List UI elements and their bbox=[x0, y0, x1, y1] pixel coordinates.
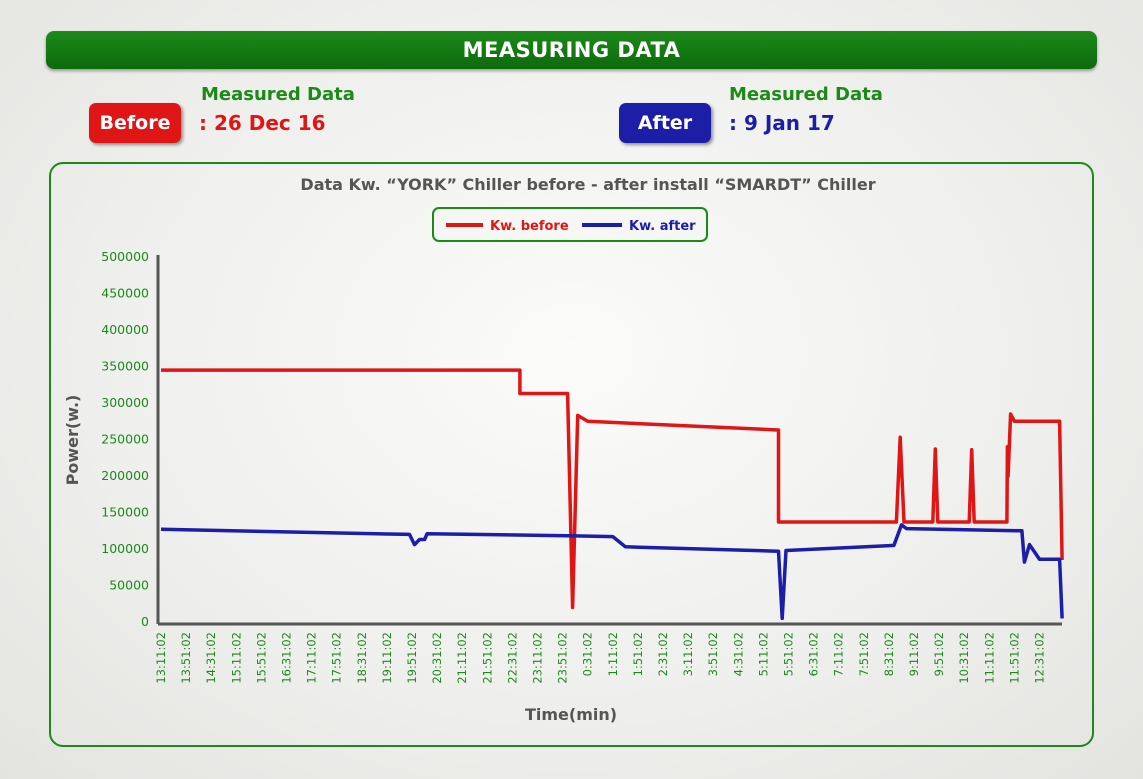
after-tag-label: After bbox=[637, 112, 693, 134]
after-measured-label: Measured Data bbox=[729, 84, 883, 105]
y-tick-label: 250000 bbox=[101, 432, 149, 447]
y-tick-label: 350000 bbox=[101, 359, 149, 374]
before-tag: Before bbox=[89, 103, 181, 143]
x-tick-label: 9:11:02 bbox=[907, 632, 921, 676]
x-tick-label: 16:31:02 bbox=[280, 632, 294, 684]
y-tick-label: 100000 bbox=[101, 541, 149, 556]
y-tick-label: 0 bbox=[141, 614, 149, 629]
x-tick-label: 13:11:02 bbox=[154, 632, 168, 684]
page-title-banner: MEASURING DATA bbox=[46, 31, 1097, 69]
after-date: : 9 Jan 17 bbox=[729, 111, 835, 135]
legend-box bbox=[432, 207, 708, 242]
x-tick-label: 1:51:02 bbox=[631, 632, 645, 676]
x-tick-label: 20:31:02 bbox=[430, 632, 444, 684]
y-tick-label: 150000 bbox=[101, 505, 149, 520]
chart-panel bbox=[49, 162, 1094, 747]
x-tick-label: 21:11:02 bbox=[455, 632, 469, 684]
x-tick-label: 15:11:02 bbox=[229, 632, 243, 684]
series-line-after bbox=[160, 523, 1064, 621]
chart-title: Data Kw. “YORK” Chiller before - after i… bbox=[300, 175, 875, 194]
x-tick-label: 18:31:02 bbox=[355, 632, 369, 684]
after-tag: After bbox=[619, 103, 711, 143]
x-tick-label: 11:51:02 bbox=[1007, 632, 1021, 684]
x-tick-label: 2:31:02 bbox=[656, 632, 670, 676]
y-tick-label: 450000 bbox=[101, 286, 149, 301]
y-tick-label: 50000 bbox=[109, 578, 149, 593]
x-tick-label: 11:11:02 bbox=[982, 632, 996, 684]
y-axis-ticks: 0 50000 100000 150000 200000 250000 300000 3500… bbox=[101, 249, 149, 629]
series-line-before bbox=[161, 368, 1064, 610]
x-tick-label: 19:11:02 bbox=[380, 632, 394, 684]
y-tick-label: 200000 bbox=[101, 468, 149, 483]
legend-label-after: Kw. after bbox=[629, 219, 696, 234]
x-tick-label: 3:11:02 bbox=[681, 632, 695, 676]
x-tick-label: 3:51:02 bbox=[706, 632, 720, 676]
x-tick-label: 14:31:02 bbox=[204, 632, 218, 684]
x-tick-label: 7:11:02 bbox=[832, 632, 846, 676]
x-tick-label: 23:51:02 bbox=[556, 632, 570, 684]
x-tick-label: 6:31:02 bbox=[807, 632, 821, 676]
x-tick-label: 21:51:02 bbox=[480, 632, 494, 684]
y-axis-label: Power(w.) bbox=[63, 395, 82, 486]
x-tick-label: 17:11:02 bbox=[305, 632, 319, 684]
x-tick-label: 10:31:02 bbox=[957, 632, 971, 684]
x-tick-label: 5:11:02 bbox=[756, 632, 770, 676]
page-title: MEASURING DATA bbox=[462, 38, 681, 62]
legend-label-before: Kw. before bbox=[490, 219, 569, 234]
x-tick-label: 7:51:02 bbox=[857, 632, 871, 676]
x-axis-label: Time(min) bbox=[525, 705, 617, 724]
x-axis-ticks: 13:11:02 13:51:02 14:31:02 15:11:02 15:51:02… bbox=[154, 632, 1047, 684]
x-tick-label: 5:51:02 bbox=[782, 632, 796, 676]
y-tick-label: 500000 bbox=[101, 249, 149, 264]
y-tick-label: 300000 bbox=[101, 395, 149, 410]
x-tick-label: 1:11:02 bbox=[606, 632, 620, 676]
x-tick-label: 15:51:02 bbox=[254, 632, 268, 684]
series-lines bbox=[160, 368, 1064, 621]
before-date: : 26 Dec 16 bbox=[199, 111, 326, 135]
x-tick-label: 19:51:02 bbox=[405, 632, 419, 684]
x-tick-label: 17:51:02 bbox=[330, 632, 344, 684]
x-tick-label: 4:31:02 bbox=[731, 632, 745, 676]
x-tick-label: 0:31:02 bbox=[581, 632, 595, 676]
y-tick-label: 400000 bbox=[101, 322, 149, 337]
before-tag-label: Before bbox=[99, 112, 171, 134]
x-tick-label: 12:31:02 bbox=[1033, 632, 1047, 684]
x-tick-label: 23:11:02 bbox=[531, 632, 545, 684]
x-tick-label: 22:31:02 bbox=[505, 632, 519, 684]
before-measured-label: Measured Data bbox=[201, 84, 355, 105]
x-tick-label: 9:51:02 bbox=[932, 632, 946, 676]
x-tick-label: 13:51:02 bbox=[179, 632, 193, 684]
x-tick-label: 8:31:02 bbox=[882, 632, 896, 676]
